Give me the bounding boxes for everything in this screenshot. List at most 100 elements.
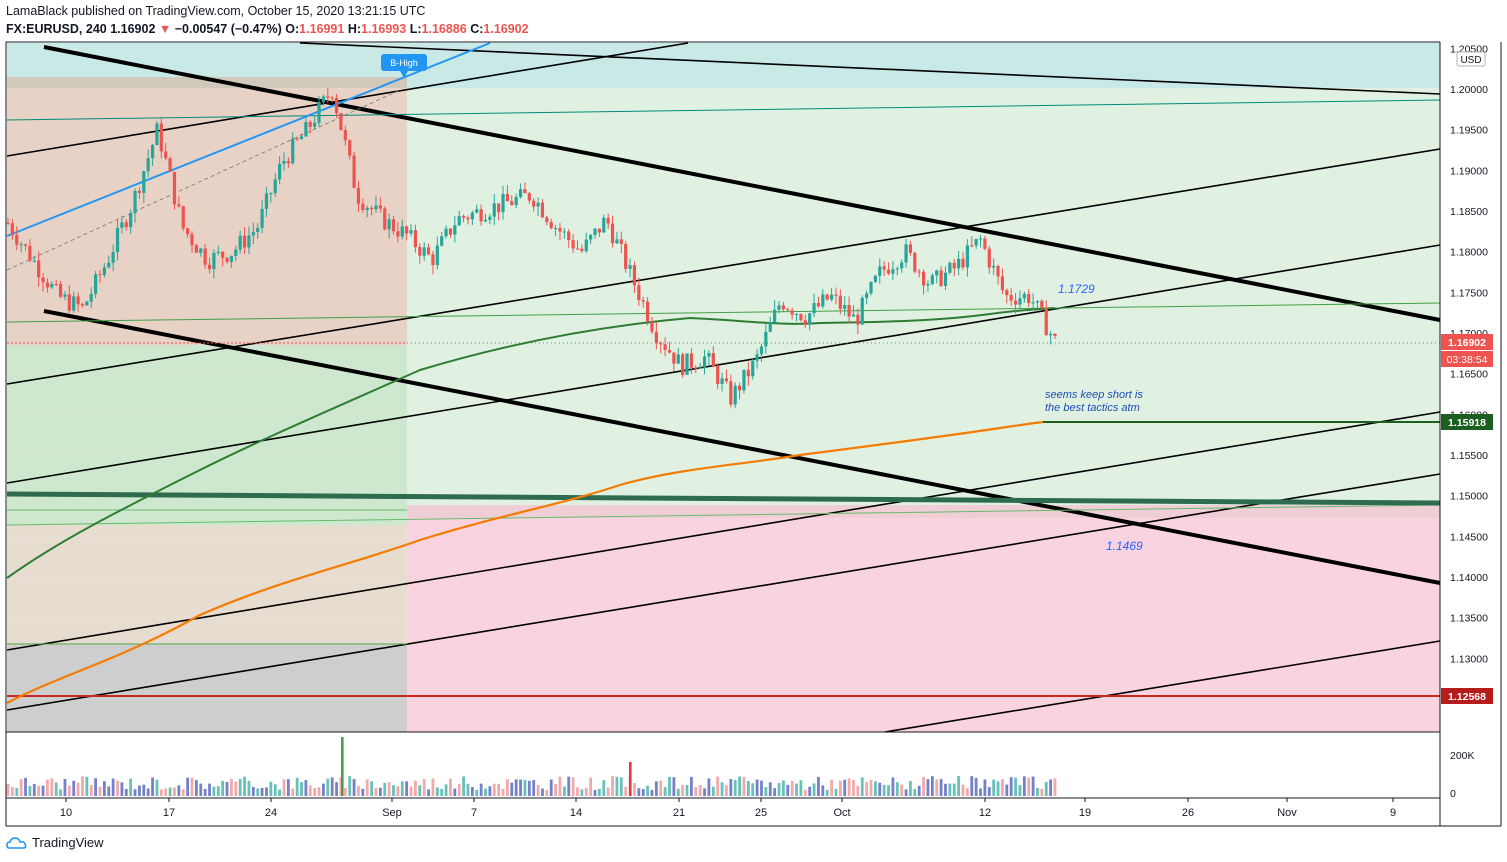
- volume-bar: [352, 779, 356, 796]
- candle-body: [794, 313, 799, 315]
- candle-body: [645, 301, 650, 322]
- candle-body: [76, 296, 80, 305]
- volume-bar: [444, 784, 448, 796]
- volume-bar: [773, 788, 777, 796]
- zone-tan-left: [7, 525, 407, 645]
- volume-bar: [387, 782, 391, 796]
- low-value: 1.16886: [421, 22, 467, 36]
- time-tick: 12: [979, 807, 991, 819]
- volume-bar: [155, 779, 159, 796]
- candle-body: [917, 271, 921, 273]
- volume-bar: [186, 777, 190, 796]
- candle-body: [466, 217, 470, 220]
- candle-body: [637, 285, 641, 301]
- volume-bar: [251, 787, 255, 796]
- volume-bar: [138, 785, 141, 796]
- horizontal-mid: [6, 491, 1441, 506]
- volume-bar: [326, 778, 330, 796]
- volume-bar: [887, 785, 890, 796]
- volume-bar: [913, 788, 917, 796]
- volume-bar: [799, 780, 803, 796]
- volume-bar: [707, 778, 711, 796]
- candle-body: [67, 294, 71, 311]
- time-tick: Sep: [382, 807, 402, 819]
- candle-body: [606, 217, 610, 224]
- volume-bar: [637, 788, 641, 796]
- currency-badge: USD: [1456, 51, 1486, 67]
- candle-body: [291, 138, 295, 164]
- volume-bar: [856, 785, 860, 796]
- volume-bar: [554, 784, 557, 796]
- volume-bar: [317, 787, 321, 796]
- volume-bar: [1027, 777, 1031, 796]
- candle-body: [913, 252, 917, 272]
- volume-bar: [173, 787, 176, 796]
- tradingview-logo-text: TradingView: [32, 835, 104, 850]
- candle-body: [983, 238, 987, 249]
- volume-bar: [216, 786, 220, 796]
- candle-body: [856, 314, 860, 325]
- volume-bar: [76, 782, 80, 796]
- volume-bar: [453, 788, 457, 796]
- candle-body: [269, 193, 273, 195]
- volume-bar: [234, 781, 238, 796]
- price-tick: 1.13500: [1450, 613, 1488, 625]
- volume-bar: [177, 785, 181, 796]
- volume-bar: [654, 781, 658, 796]
- volume-bar: [15, 787, 19, 796]
- b-high-label: B-High: [390, 58, 418, 68]
- close-value: 1.16902: [483, 22, 529, 36]
- tradingview-logo[interactable]: TradingView: [6, 835, 104, 850]
- volume-bar: [611, 776, 614, 796]
- candle-body: [45, 282, 50, 288]
- volume-bar: [199, 783, 203, 796]
- candle-body: [829, 294, 834, 300]
- b-high-marker: B-High: [381, 54, 427, 78]
- volume-bar: [506, 779, 509, 796]
- volume-bar: [878, 782, 882, 796]
- volume-bar: [59, 789, 62, 796]
- candle-body: [746, 369, 750, 377]
- publish-info: LamaBlack published on TradingView.com, …: [6, 4, 426, 18]
- volume-bar: [834, 788, 838, 796]
- dashed-trend: [6, 89, 401, 271]
- time-tick: 14: [570, 807, 582, 819]
- volume-bar: [102, 781, 106, 796]
- candle-body: [330, 97, 334, 99]
- volume-bar: [374, 787, 378, 796]
- candle-body: [860, 297, 864, 325]
- time-tick: 21: [673, 807, 685, 819]
- symbol: FX:EURUSD, 240: [6, 22, 107, 36]
- last-price-badge: 1.16902: [1441, 334, 1493, 350]
- candle-body: [619, 239, 623, 244]
- candle-body: [873, 275, 877, 283]
- candle-body: [615, 239, 619, 244]
- candle-body: [628, 265, 632, 269]
- candle-body: [825, 294, 829, 300]
- candle-body: [724, 378, 729, 382]
- candle-body: [348, 140, 352, 156]
- volume-bar: [129, 778, 133, 796]
- candle-body: [488, 216, 492, 220]
- volume-bar: [676, 788, 680, 796]
- candle-body: [28, 245, 32, 261]
- channel-b: [6, 148, 1441, 385]
- candle-body: [23, 244, 28, 246]
- candle-body: [720, 378, 724, 384]
- candle-body: [207, 264, 212, 270]
- candle-body: [948, 262, 952, 273]
- volume-bar: [519, 779, 522, 796]
- volume-bar: [1018, 785, 1022, 796]
- svg-text:03:38:54: 03:38:54: [1447, 354, 1488, 366]
- volume-bar: [431, 778, 435, 796]
- volume-bar: [357, 786, 360, 796]
- candle-body: [159, 123, 163, 152]
- grid: [7, 48, 1440, 700]
- blue-trend: [6, 42, 491, 237]
- volume-bar: [615, 776, 619, 796]
- candle-body: [457, 215, 461, 226]
- candle-body: [260, 208, 264, 228]
- volume-bar: [133, 789, 137, 796]
- candle-body: [264, 193, 269, 209]
- price-tick: 1.19000: [1450, 165, 1488, 177]
